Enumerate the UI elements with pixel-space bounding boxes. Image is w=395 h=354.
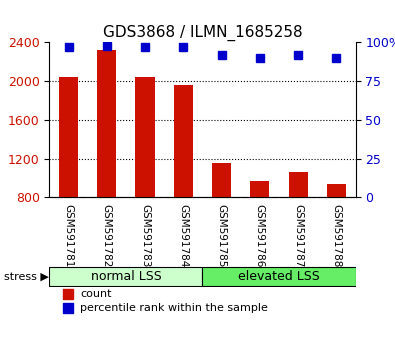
Text: GSM591782: GSM591782 [102,204,112,268]
Text: GSM591788: GSM591788 [331,204,341,268]
Text: GSM591781: GSM591781 [64,204,73,268]
Bar [135,77,154,198]
Bar [212,164,231,198]
Text: GSM591784: GSM591784 [178,204,188,268]
FancyBboxPatch shape [202,267,356,286]
Text: normal LSS: normal LSS [90,270,161,283]
Text: GSM591786: GSM591786 [255,204,265,268]
Text: GSM591787: GSM591787 [293,204,303,268]
Bar [327,184,346,198]
Text: percentile rank within the sample: percentile rank within the sample [80,303,268,313]
Bar [288,172,308,198]
Bar [174,85,193,198]
Text: GSM591783: GSM591783 [140,204,150,268]
Text: stress ▶: stress ▶ [4,272,49,281]
Bar [97,50,117,198]
Bar [59,77,78,198]
Bar [250,181,269,198]
Text: count: count [80,289,111,299]
Text: GSM591785: GSM591785 [216,204,227,268]
Text: elevated LSS: elevated LSS [238,270,320,283]
Title: GDS3868 / ILMN_1685258: GDS3868 / ILMN_1685258 [103,25,302,41]
FancyBboxPatch shape [49,267,202,286]
